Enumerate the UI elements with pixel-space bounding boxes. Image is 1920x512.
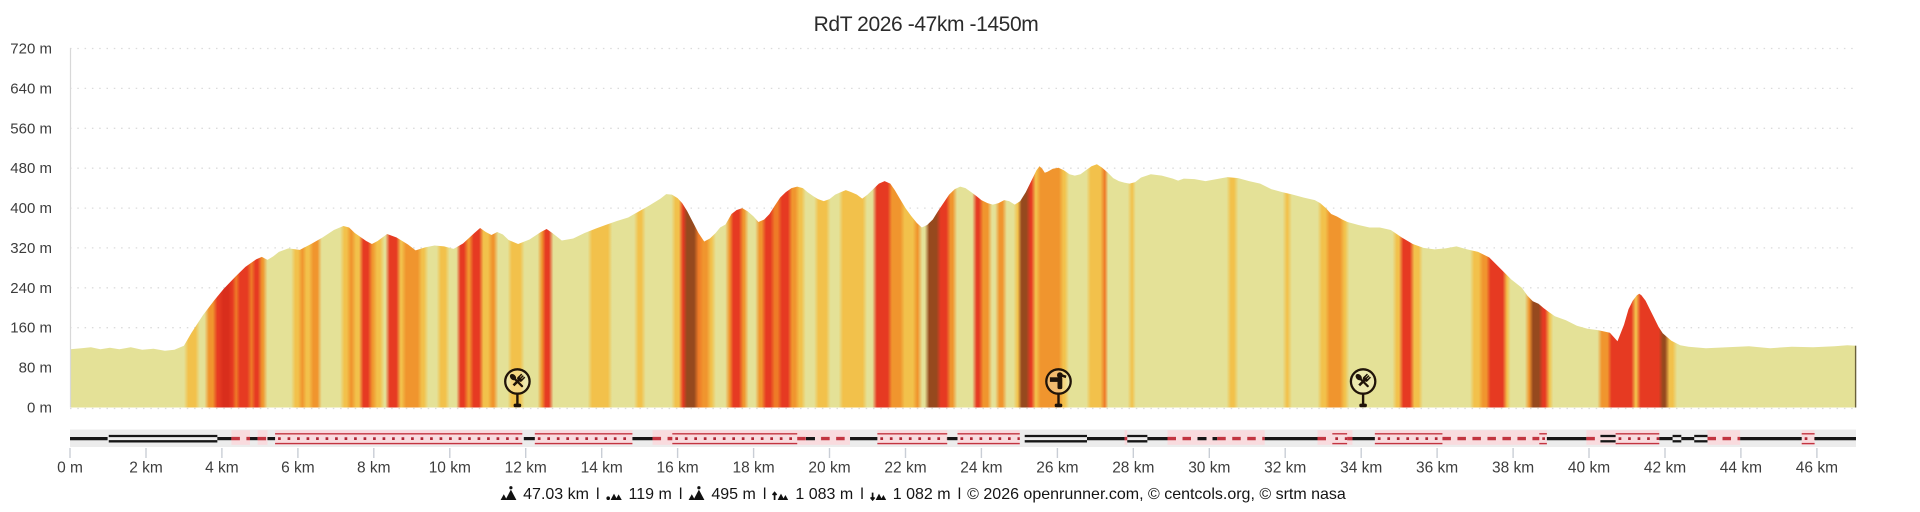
svg-text:720 m: 720 m <box>10 41 52 58</box>
svg-text:28 km: 28 km <box>1112 460 1154 477</box>
svg-text:38 km: 38 km <box>1492 460 1534 477</box>
svg-text:80 m: 80 m <box>19 360 52 377</box>
svg-text:2 km: 2 km <box>129 460 163 477</box>
svg-text:480 m: 480 m <box>10 160 52 177</box>
svg-text:6 km: 6 km <box>281 460 315 477</box>
svg-text:22 km: 22 km <box>884 460 926 477</box>
svg-text:32 km: 32 km <box>1264 460 1306 477</box>
svg-text:12 km: 12 km <box>505 460 547 477</box>
svg-text:160 m: 160 m <box>10 320 52 337</box>
svg-text:40 km: 40 km <box>1568 460 1610 477</box>
svg-text:24 km: 24 km <box>960 460 1002 477</box>
svg-text:34 km: 34 km <box>1340 460 1382 477</box>
svg-text:26 km: 26 km <box>1036 460 1078 477</box>
svg-text:42 km: 42 km <box>1644 460 1686 477</box>
svg-text:14 km: 14 km <box>581 460 623 477</box>
svg-text:0 m: 0 m <box>57 460 83 477</box>
svg-text:46 km: 46 km <box>1796 460 1838 477</box>
svg-text:30 km: 30 km <box>1188 460 1230 477</box>
svg-text:20 km: 20 km <box>808 460 850 477</box>
svg-text:8 km: 8 km <box>357 460 391 477</box>
svg-text:560 m: 560 m <box>10 120 52 137</box>
svg-text:18 km: 18 km <box>732 460 774 477</box>
svg-text:640 m: 640 m <box>10 80 52 97</box>
svg-text:44 km: 44 km <box>1720 460 1762 477</box>
svg-text:0 m: 0 m <box>27 400 52 417</box>
svg-text:10 km: 10 km <box>429 460 471 477</box>
svg-text:4 km: 4 km <box>205 460 239 477</box>
svg-text:16 km: 16 km <box>656 460 698 477</box>
svg-text:36 km: 36 km <box>1416 460 1458 477</box>
svg-text:320 m: 320 m <box>10 240 52 257</box>
svg-text:240 m: 240 m <box>10 280 52 297</box>
svg-text:400 m: 400 m <box>10 200 52 217</box>
